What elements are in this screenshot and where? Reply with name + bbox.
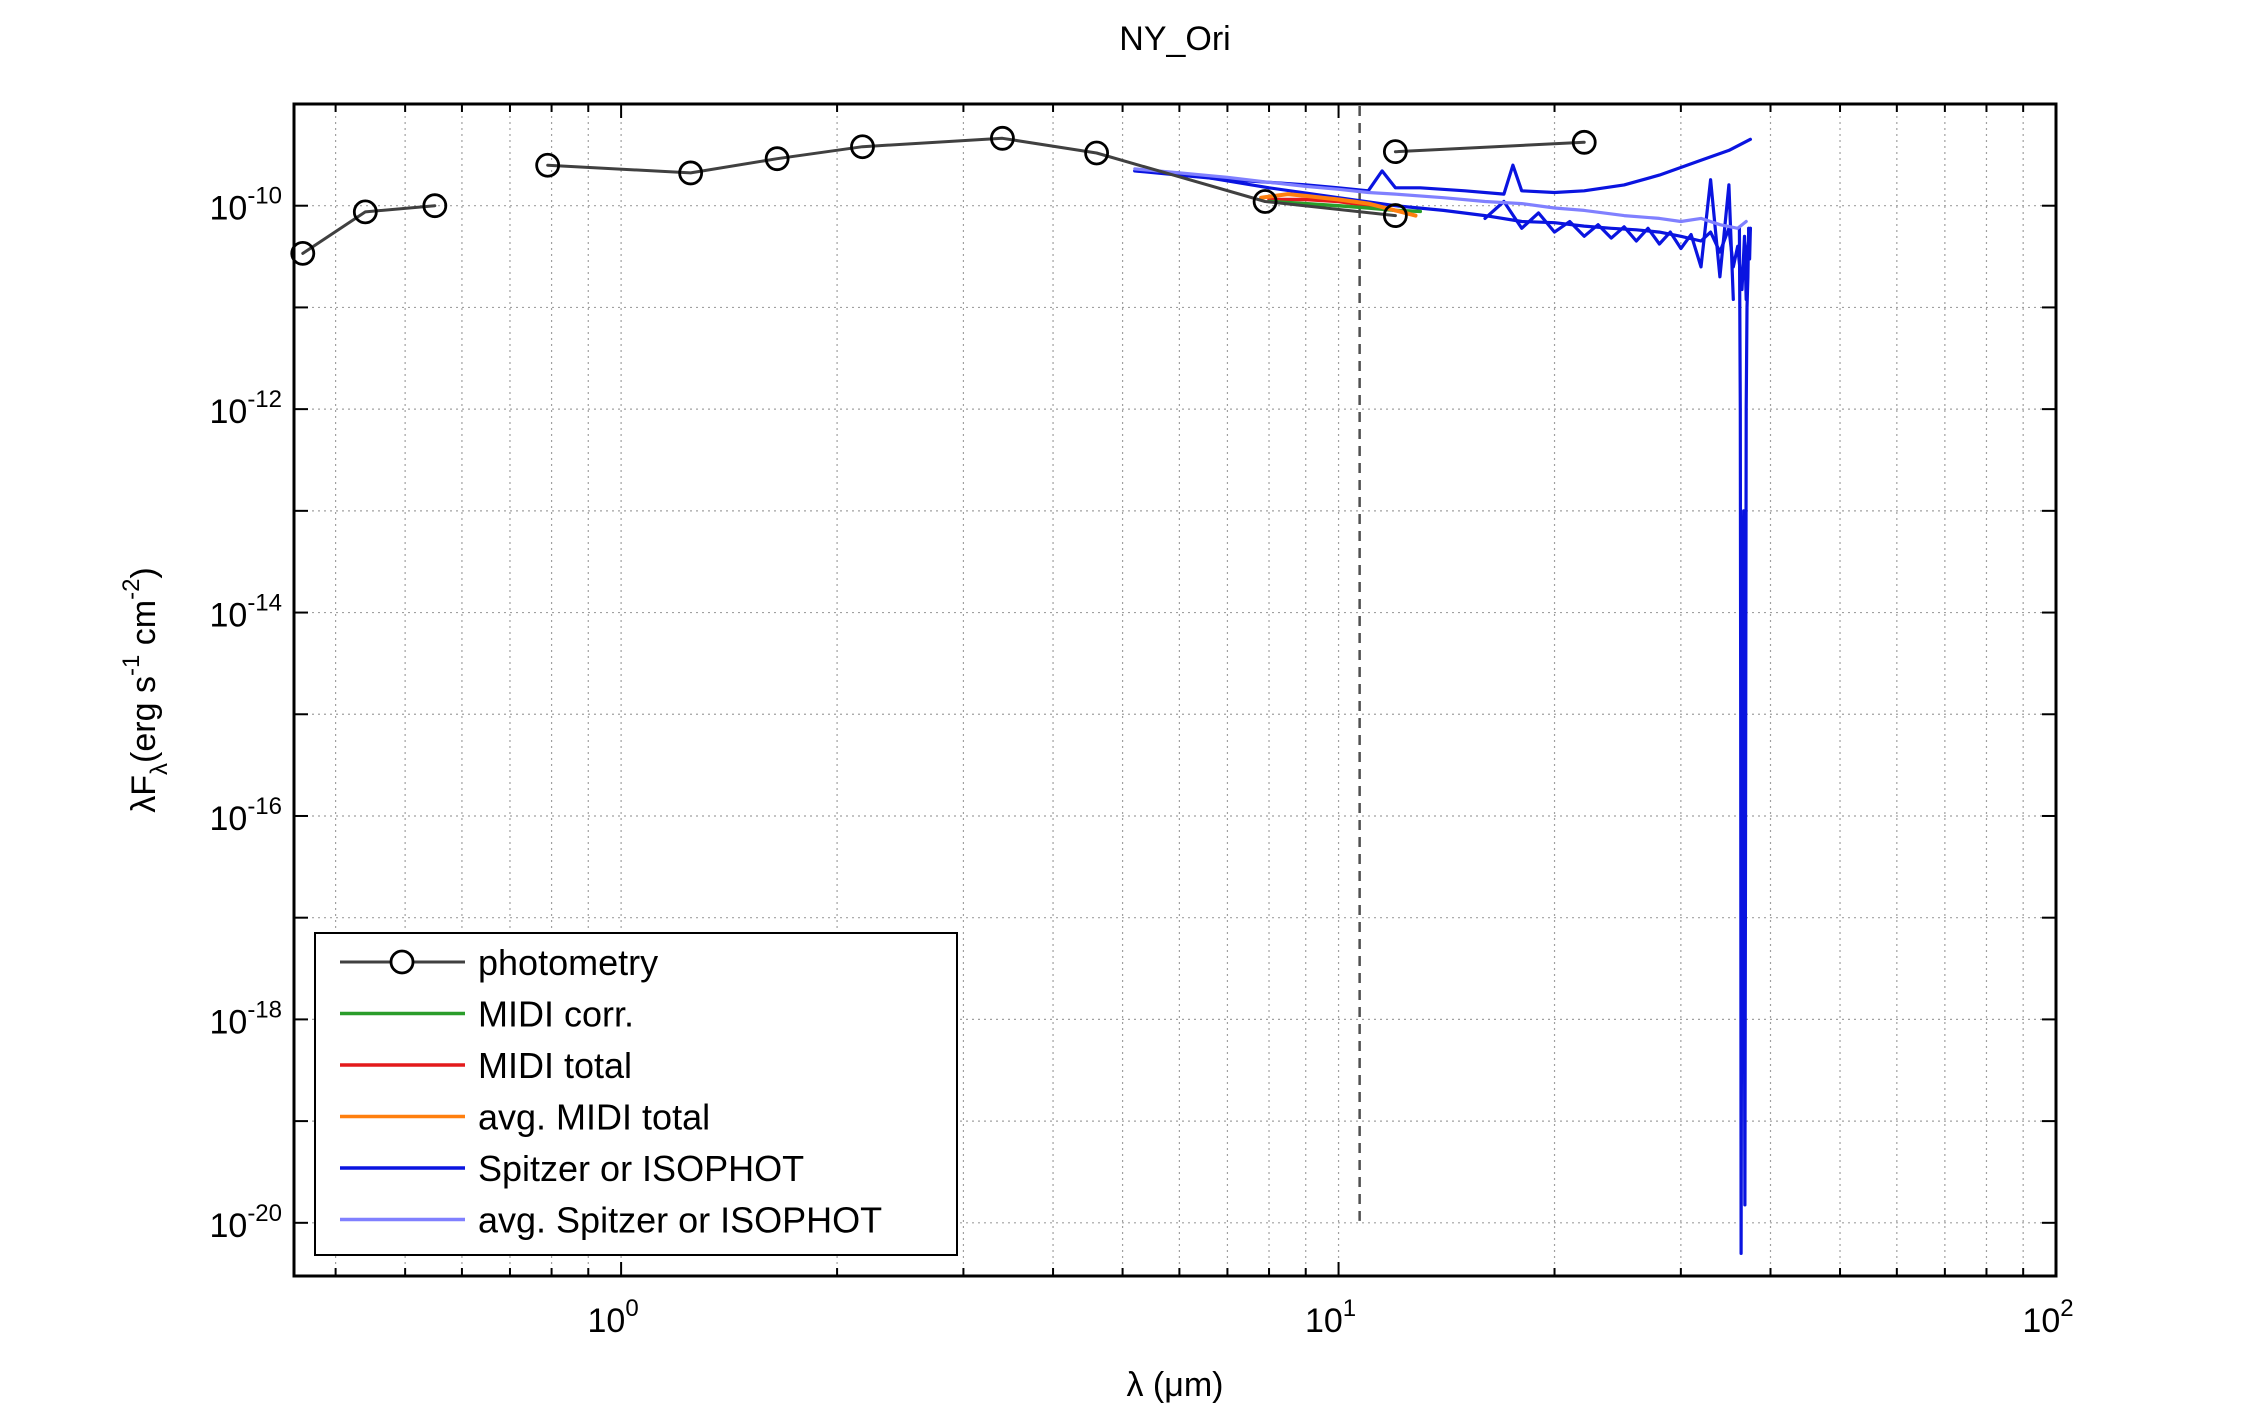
legend-label: avg. MIDI total [478, 1097, 710, 1138]
photometry-marker [1571, 129, 1597, 155]
y-label-subscript: λ [146, 763, 173, 775]
legend-label: photometry [478, 942, 658, 983]
photometry-line [301, 204, 437, 255]
photometry-marker [1252, 189, 1278, 214]
photometry-marker [1382, 203, 1408, 228]
photometry-marker [535, 152, 561, 178]
avg-spitzer-line [1133, 167, 1748, 230]
spitzer-trace [1737, 226, 1751, 1256]
avg-midi-total-line [1259, 192, 1418, 218]
photometry-marker [990, 125, 1015, 151]
photometry-marker [764, 146, 790, 172]
photometry-marker [290, 240, 316, 266]
marker-layer [290, 125, 1597, 266]
legend-label: MIDI corr. [478, 994, 634, 1035]
y-tick-label: 10-18 [209, 996, 282, 1041]
legend-label: Spitzer or ISOPHOT [478, 1148, 804, 1189]
legend-label: avg. Spitzer or ISOPHOT [478, 1200, 882, 1241]
x-tick-label: 101 [1305, 1295, 1356, 1340]
y-label-prefix: λF [125, 775, 163, 813]
spitzer-trace [1483, 178, 1735, 301]
photometry-marker [422, 193, 448, 219]
y-label-units-open: (erg s [125, 676, 163, 763]
x-axis-label: λ (μm) [1126, 1366, 1223, 1404]
photometry-marker [850, 134, 875, 160]
y-axis-label-text: λFλ(erg s-1 cm-2) [118, 567, 173, 813]
x-tick-label: 100 [588, 1295, 639, 1340]
legend-label: MIDI total [478, 1045, 632, 1086]
series-layer [301, 136, 1753, 1256]
legend-box [314, 932, 958, 1256]
photometry-marker [352, 199, 378, 225]
y-axis-label: λFλ(erg s-1 cm-2) [118, 567, 173, 813]
tick-marks [294, 103, 2057, 1276]
y-tick-label: 10-12 [209, 386, 282, 431]
x-tick-label: 102 [2022, 1295, 2073, 1340]
photometry-line [546, 136, 1397, 218]
y-label-units-close: ) [125, 567, 163, 578]
legend: photometry MIDI corr. MIDI total avg. MIDI … [314, 932, 958, 1256]
y-tick-label: 10-20 [209, 1200, 282, 1245]
y-label-cm-exponent: -2 [118, 579, 145, 600]
photometry-marker [1084, 140, 1110, 166]
tick-labels: 100 101 102 10-20 10-18 10-16 10-14 10-12 10-10 [209, 183, 2073, 1340]
plot-area-frame [292, 102, 2058, 1278]
photometry-line [1393, 140, 1586, 154]
y-tick-label: 10-10 [209, 183, 282, 228]
photometry-marker [678, 160, 704, 186]
y-tick-label: 10-16 [209, 793, 282, 838]
y-label-s-exponent: -1 [118, 655, 145, 676]
y-tick-label: 10-14 [209, 590, 282, 635]
y-label-cm: cm [125, 600, 163, 655]
photometry-marker [1382, 139, 1408, 165]
legend-swatch-marker [389, 949, 415, 975]
spitzer-trace [1747, 226, 1753, 261]
chart-title: NY_Ori [1119, 20, 1230, 58]
